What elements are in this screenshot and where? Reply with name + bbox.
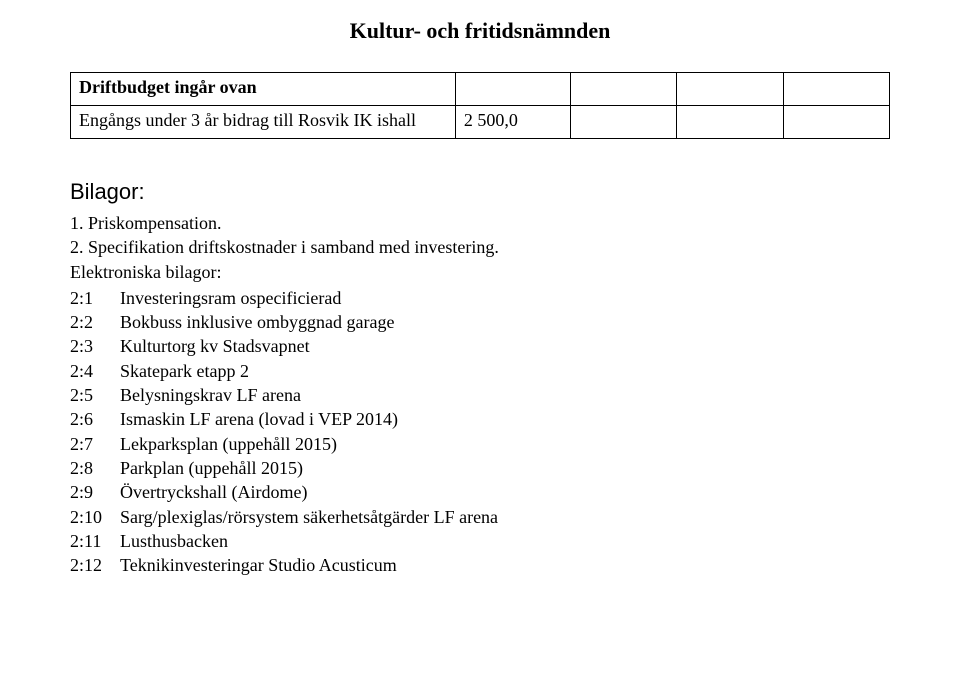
list-item-num: 2:11 [70, 529, 106, 553]
list-item-num: 2:3 [70, 334, 106, 358]
list-item-text: Sarg/plexiglas/rörsystem säkerhetsåtgärd… [120, 505, 498, 529]
page-title: Kultur- och fritidsnämnden [70, 18, 890, 44]
list-item-num: 2:8 [70, 456, 106, 480]
list-item-num: 2:1 [70, 286, 106, 310]
list-item-text: Investeringsram ospecificierad [120, 286, 341, 310]
electronic-attachments-label: Elektroniska bilagor: [70, 260, 890, 284]
table-row: Engångs under 3 år bidrag till Rosvik IK… [71, 106, 890, 139]
list-item: 2:2 Bokbuss inklusive ombyggnad garage [70, 310, 890, 334]
list-item-num: 2:9 [70, 480, 106, 504]
list-item-text: Belysningskrav LF arena [120, 383, 301, 407]
cell-blank [570, 106, 676, 139]
cell-engangs-label: Engångs under 3 år bidrag till Rosvik IK… [71, 106, 456, 139]
list-item: 2:1 Investeringsram ospecificierad [70, 286, 890, 310]
list-item-num: 2:4 [70, 359, 106, 383]
list-item-num: 2:5 [70, 383, 106, 407]
list-item: 2:9 Övertryckshall (Airdome) [70, 480, 890, 504]
list-item-text: Övertryckshall (Airdome) [120, 480, 307, 504]
cell-blank [570, 73, 676, 106]
list-item: 2:10 Sarg/plexiglas/rörsystem säkerhetså… [70, 505, 890, 529]
list-item-text: Kulturtorg kv Stadsvapnet [120, 334, 310, 358]
attachments-title: Bilagor: [70, 179, 890, 205]
list-item-text: Ismaskin LF arena (lovad i VEP 2014) [120, 407, 398, 431]
list-item-num: 2:2 [70, 310, 106, 334]
table-row: Driftbudget ingår ovan [71, 73, 890, 106]
document-page: Kultur- och fritidsnämnden Driftbudget i… [0, 0, 960, 617]
cell-blank [677, 106, 783, 139]
attachment-line: 1. Priskompensation. [70, 211, 890, 235]
list-item-text: Teknikinvesteringar Studio Acusticum [120, 553, 397, 577]
list-item-text: Lekparksplan (uppehåll 2015) [120, 432, 337, 456]
list-item-text: Bokbuss inklusive ombyggnad garage [120, 310, 394, 334]
cell-engangs-value: 2 500,0 [455, 106, 570, 139]
list-item: 2:12 Teknikinvesteringar Studio Acusticu… [70, 553, 890, 577]
list-item: 2:8 Parkplan (uppehåll 2015) [70, 456, 890, 480]
list-item-text: Lusthusbacken [120, 529, 228, 553]
list-item-num: 2:7 [70, 432, 106, 456]
list-item: 2:5 Belysningskrav LF arena [70, 383, 890, 407]
cell-blank [455, 73, 570, 106]
attachments-body: 1. Priskompensation. 2. Specifikation dr… [70, 211, 890, 577]
list-item-num: 2:12 [70, 553, 106, 577]
cell-blank [783, 106, 889, 139]
list-item: 2:4 Skatepark etapp 2 [70, 359, 890, 383]
budget-table: Driftbudget ingår ovan Engångs under 3 å… [70, 72, 890, 139]
list-item-num: 2:10 [70, 505, 106, 529]
list-item: 2:7 Lekparksplan (uppehåll 2015) [70, 432, 890, 456]
list-item-text: Skatepark etapp 2 [120, 359, 249, 383]
list-item: 2:6 Ismaskin LF arena (lovad i VEP 2014) [70, 407, 890, 431]
cell-blank [677, 73, 783, 106]
electronic-attachments-list: 2:1 Investeringsram ospecificierad 2:2 B… [70, 286, 890, 578]
cell-driftbudget-label: Driftbudget ingår ovan [71, 73, 456, 106]
list-item: 2:3 Kulturtorg kv Stadsvapnet [70, 334, 890, 358]
attachment-line: 2. Specifikation driftskostnader i samba… [70, 235, 890, 259]
list-item-text: Parkplan (uppehåll 2015) [120, 456, 303, 480]
list-item: 2:11 Lusthusbacken [70, 529, 890, 553]
list-item-num: 2:6 [70, 407, 106, 431]
cell-blank [783, 73, 889, 106]
